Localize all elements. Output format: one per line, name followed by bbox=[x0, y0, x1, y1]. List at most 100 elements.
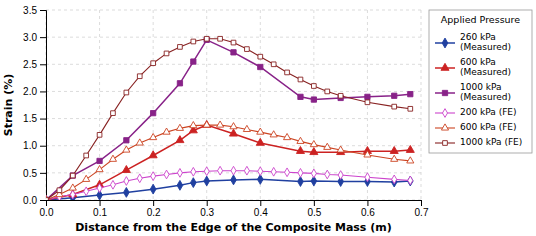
y-tick-mark bbox=[40, 146, 46, 147]
series-marker bbox=[204, 37, 209, 42]
series-marker bbox=[390, 146, 398, 153]
series-marker bbox=[190, 122, 197, 128]
series-marker bbox=[150, 110, 155, 115]
legend-entry: 200 kPa (FE) bbox=[435, 107, 517, 117]
series-marker bbox=[406, 145, 414, 152]
y-tick-mark bbox=[40, 173, 46, 174]
series-marker bbox=[46, 197, 49, 200]
chart: 0.00.10.20.30.40.50.60.70.00.51.01.52.02… bbox=[0, 0, 536, 236]
y-tick-label: 3.0 bbox=[23, 32, 37, 43]
legend-label: 1000 kPa (FE) bbox=[460, 137, 522, 147]
series bbox=[46, 174, 413, 200]
series-marker bbox=[124, 187, 130, 197]
series-marker bbox=[164, 170, 169, 179]
series-marker bbox=[177, 81, 182, 86]
series-marker bbox=[191, 59, 196, 64]
x-axis: 0.00.10.20.30.40.50.60.7 bbox=[40, 200, 429, 218]
x-tick-label: 0.1 bbox=[93, 207, 107, 218]
x-tick-mark bbox=[421, 200, 422, 206]
series-marker bbox=[218, 166, 223, 175]
x-tick-mark bbox=[100, 200, 101, 206]
y-tick-mark bbox=[40, 119, 46, 120]
legend-label: 1000 kPa(Measured) bbox=[460, 82, 511, 102]
grid-line-y bbox=[46, 64, 421, 65]
series-line bbox=[46, 40, 410, 200]
x-tick-label: 0.4 bbox=[254, 207, 268, 218]
series-marker bbox=[311, 169, 316, 178]
series-marker bbox=[270, 131, 277, 137]
series-marker bbox=[256, 138, 264, 145]
legend: Applied Pressure260 kPa(Measured)600 kPa… bbox=[429, 10, 532, 153]
series-marker bbox=[110, 180, 115, 189]
series-marker bbox=[69, 184, 76, 190]
series bbox=[46, 36, 413, 200]
series-marker bbox=[136, 139, 143, 145]
series-line bbox=[46, 125, 410, 200]
x-tick-mark bbox=[207, 200, 208, 206]
series-marker bbox=[149, 151, 157, 158]
series-marker bbox=[163, 128, 170, 134]
y-tick-label: 0.0 bbox=[23, 195, 37, 206]
series-marker bbox=[392, 104, 397, 109]
series-marker bbox=[338, 93, 343, 98]
series-marker bbox=[70, 173, 75, 178]
x-tick-label: 0.0 bbox=[40, 207, 54, 218]
series-marker bbox=[271, 62, 276, 67]
series-marker bbox=[364, 151, 371, 157]
y-tick: 2.5 bbox=[23, 59, 46, 70]
y-tick: 0.5 bbox=[23, 168, 46, 179]
y-axis-line bbox=[40, 11, 47, 201]
series-marker bbox=[298, 77, 303, 82]
y-tick-mark bbox=[40, 37, 46, 38]
series-marker bbox=[311, 97, 316, 102]
series-marker bbox=[137, 74, 142, 79]
series-marker bbox=[150, 184, 156, 194]
series-marker bbox=[204, 36, 209, 41]
legend-label: 200 kPa (FE) bbox=[460, 107, 517, 117]
series-marker bbox=[258, 64, 263, 69]
legend-swatch-marker bbox=[443, 141, 448, 146]
x-tick: 0.0 bbox=[40, 200, 54, 218]
y-tick: 1.5 bbox=[23, 113, 46, 124]
series-marker bbox=[297, 137, 304, 143]
x-tick: 0.7 bbox=[415, 200, 429, 218]
y-tick-mark bbox=[40, 200, 46, 201]
series-marker bbox=[365, 173, 370, 182]
grid-line-y bbox=[46, 91, 421, 92]
series-marker bbox=[70, 173, 75, 178]
x-tick-mark bbox=[260, 200, 261, 206]
series-marker bbox=[310, 148, 318, 155]
series-marker bbox=[191, 39, 196, 44]
legend-label: 600 kPa(Measured) bbox=[460, 57, 511, 77]
series-marker bbox=[408, 106, 413, 111]
series-marker bbox=[408, 176, 413, 185]
series-marker bbox=[229, 129, 237, 136]
grid-line-y bbox=[46, 118, 421, 119]
series-marker bbox=[176, 136, 184, 143]
series-marker bbox=[284, 133, 291, 139]
series-marker bbox=[298, 168, 303, 177]
y-axis-title: Strain (%) bbox=[2, 74, 15, 137]
legend-swatch-marker bbox=[441, 124, 448, 130]
series-marker bbox=[97, 133, 102, 138]
legend-entry: 600 kPa(Measured) bbox=[435, 57, 511, 77]
series-marker bbox=[203, 120, 211, 127]
series-marker bbox=[312, 84, 317, 89]
series-marker bbox=[407, 176, 413, 186]
x-tick: 0.3 bbox=[200, 200, 214, 218]
series-marker bbox=[96, 165, 103, 171]
series-marker bbox=[271, 167, 276, 176]
series-marker bbox=[122, 165, 130, 172]
series-marker bbox=[392, 93, 397, 98]
series-marker bbox=[84, 153, 89, 158]
legend-swatch-marker bbox=[442, 38, 448, 48]
series-marker bbox=[164, 51, 169, 56]
series-marker bbox=[176, 124, 183, 130]
y-tick-label: 1.5 bbox=[23, 113, 37, 124]
series-marker bbox=[391, 155, 398, 161]
y-tick-mark bbox=[40, 64, 46, 65]
series-marker bbox=[83, 175, 90, 181]
series-marker bbox=[190, 178, 196, 188]
series-marker bbox=[151, 172, 156, 181]
series-marker bbox=[124, 138, 129, 143]
